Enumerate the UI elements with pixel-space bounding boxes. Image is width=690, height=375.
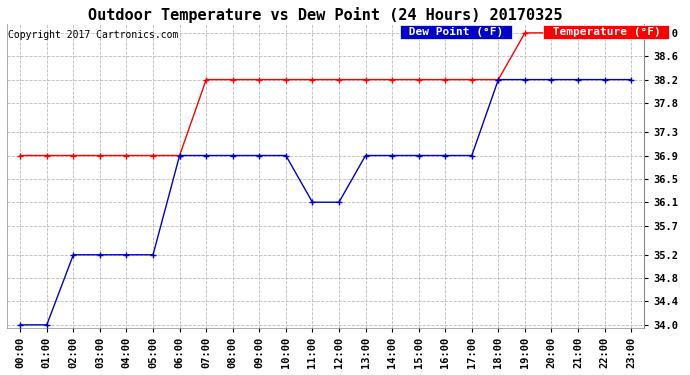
Text: Temperature (°F): Temperature (°F) [546, 27, 667, 37]
Title: Outdoor Temperature vs Dew Point (24 Hours) 20170325: Outdoor Temperature vs Dew Point (24 Hou… [88, 7, 563, 23]
Text: Copyright 2017 Cartronics.com: Copyright 2017 Cartronics.com [8, 30, 179, 40]
Text: Dew Point (°F): Dew Point (°F) [402, 27, 510, 37]
